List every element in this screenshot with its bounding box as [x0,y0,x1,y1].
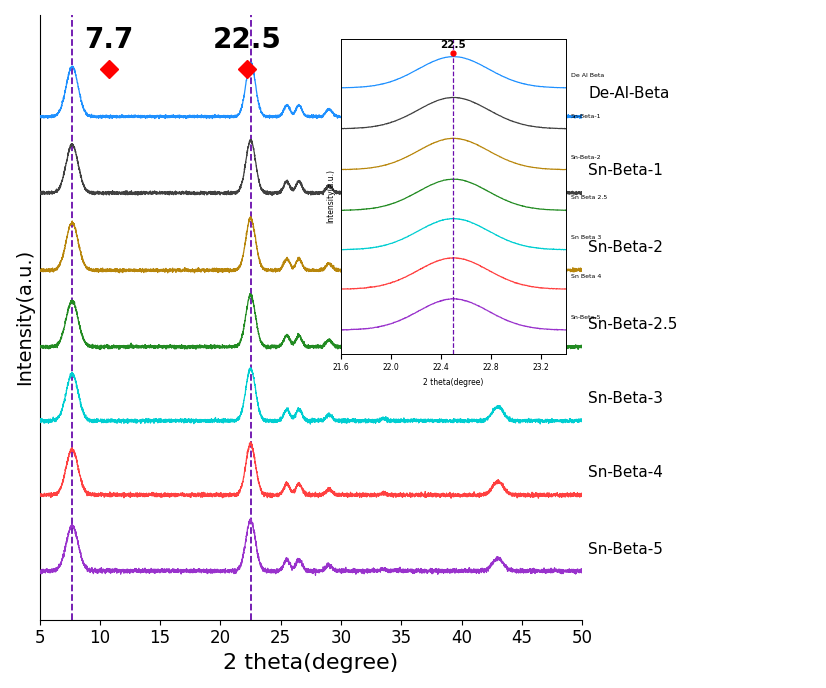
Text: Sn-Beta-1: Sn-Beta-1 [588,163,663,178]
Y-axis label: Intensity(a.u.): Intensity(a.u.) [15,249,34,385]
Text: Sn-Beta-5: Sn-Beta-5 [588,542,663,557]
X-axis label: 2 theta(degree): 2 theta(degree) [223,653,399,673]
Text: Sn-Beta-4: Sn-Beta-4 [588,465,663,480]
Text: Sn-Beta-2: Sn-Beta-2 [588,240,663,255]
Text: 22.5: 22.5 [213,26,282,54]
Text: Sn-Beta-2.5: Sn-Beta-2.5 [588,317,678,332]
Text: De-Al-Beta: De-Al-Beta [588,86,670,101]
Text: Sn-Beta-3: Sn-Beta-3 [588,391,663,406]
Text: 7.7: 7.7 [84,26,134,54]
